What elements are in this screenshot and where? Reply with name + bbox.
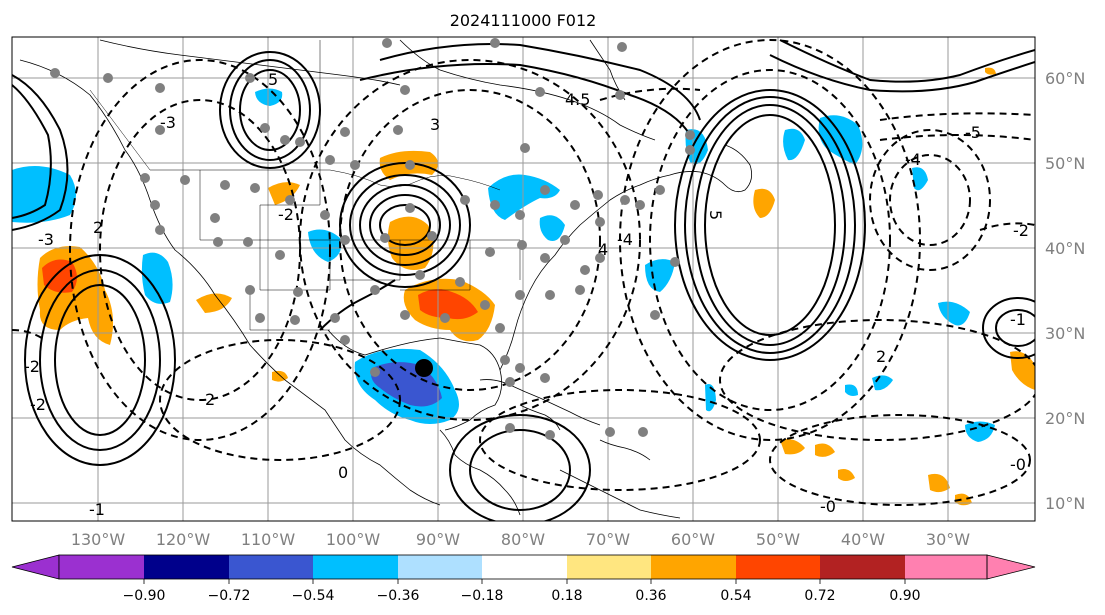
- contour-label: -2: [24, 357, 40, 376]
- colorbar-tick-label: −0.90: [123, 588, 166, 604]
- lon-label: 90°W: [416, 530, 460, 549]
- contour-label: -4: [905, 150, 921, 169]
- lon-label: 70°W: [586, 530, 630, 549]
- contour-label: -2: [30, 395, 46, 414]
- contour-label: 5: [268, 70, 278, 89]
- lon-label: 130°W: [71, 530, 126, 549]
- lat-label: 10°N: [1045, 494, 1085, 513]
- colorbar-bin: [651, 555, 736, 579]
- colorbar-tick-label: −0.54: [292, 588, 335, 604]
- lon-label: 60°W: [671, 530, 715, 549]
- colorbar-tick-label: −0.18: [461, 588, 504, 604]
- colorbar-bin: [482, 555, 567, 579]
- contour-label: 3: [430, 115, 440, 134]
- contour-label: 2: [205, 390, 215, 409]
- colorbar-tick-label: −0.72: [208, 588, 251, 604]
- lat-label: 20°N: [1045, 409, 1085, 428]
- contour-label: 2: [93, 218, 103, 237]
- colorbar-bin: [905, 555, 987, 579]
- lat-label: 40°N: [1045, 239, 1085, 258]
- contour-label: -1: [1010, 310, 1026, 329]
- lat-label: 50°N: [1045, 154, 1085, 173]
- colorbar-tick-label: 0.18: [551, 588, 582, 604]
- colorbar-bin: [820, 555, 905, 579]
- colorbar-bin: [567, 555, 651, 579]
- colorbar-tick-label: 0.72: [804, 588, 835, 604]
- contour-label: -2: [1013, 221, 1029, 240]
- contour-label: -1: [89, 500, 105, 519]
- lon-label: 110°W: [241, 530, 296, 549]
- colorbar-extend-low: [12, 555, 59, 579]
- contour-label: 0: [338, 463, 348, 482]
- colorbar-extend-high: [987, 555, 1035, 579]
- contour-label: -0: [1010, 455, 1026, 474]
- lon-label: 40°W: [841, 530, 885, 549]
- lon-label: 100°W: [326, 530, 381, 549]
- lat-label: 30°N: [1045, 324, 1085, 343]
- contour-label: -3: [38, 230, 54, 249]
- colorbar-tick-label: 0.90: [889, 588, 920, 604]
- colorbar-bin: [59, 555, 144, 579]
- lon-label: 80°W: [501, 530, 545, 549]
- lon-label: 120°W: [156, 530, 211, 549]
- latitude-labels: 60°N 50°N 40°N 30°N 20°N 10°N: [1045, 69, 1085, 513]
- colorbar-bin: [736, 555, 820, 579]
- highlighted-station: [415, 359, 433, 377]
- colorbar-bin: [313, 555, 398, 579]
- contour-label: 4.5: [565, 90, 590, 109]
- figure-title: 2024111000 F012: [450, 11, 597, 30]
- colorbar-tick-label: −0.36: [377, 588, 420, 604]
- colorbar-tick-label: 0.54: [720, 588, 751, 604]
- contour-label: 2: [876, 347, 886, 366]
- colorbar-ticks: [144, 579, 905, 584]
- colorbar: −0.90 −0.72 −0.54 −0.36 −0.18 0.18 0.36 …: [12, 555, 1035, 604]
- lat-label: 60°N: [1045, 69, 1085, 88]
- longitude-labels: 130°W 120°W 110°W 100°W 90°W 80°W 70°W 6…: [71, 530, 970, 549]
- shade-blue-nw: [12, 166, 76, 223]
- map-figure: 2024111000 F012: [0, 0, 1105, 615]
- colorbar-tick-label: 0.36: [635, 588, 666, 604]
- contour-label: 5: [706, 210, 725, 220]
- colorbar-bin: [144, 555, 229, 579]
- contour-label: -5: [965, 123, 981, 142]
- contour-label: -0: [820, 497, 836, 516]
- map-panel: 5 4.5 4 3 2 2 2 -2 -2 -1 0 -0 -0 -1 5 -3…: [12, 37, 1053, 525]
- contour-label: -4: [617, 230, 633, 249]
- contour-label: -2: [278, 205, 294, 224]
- lon-label: 30°W: [926, 530, 970, 549]
- colorbar-bin: [398, 555, 482, 579]
- colorbar-bin: [229, 555, 313, 579]
- lon-label: 50°W: [756, 530, 800, 549]
